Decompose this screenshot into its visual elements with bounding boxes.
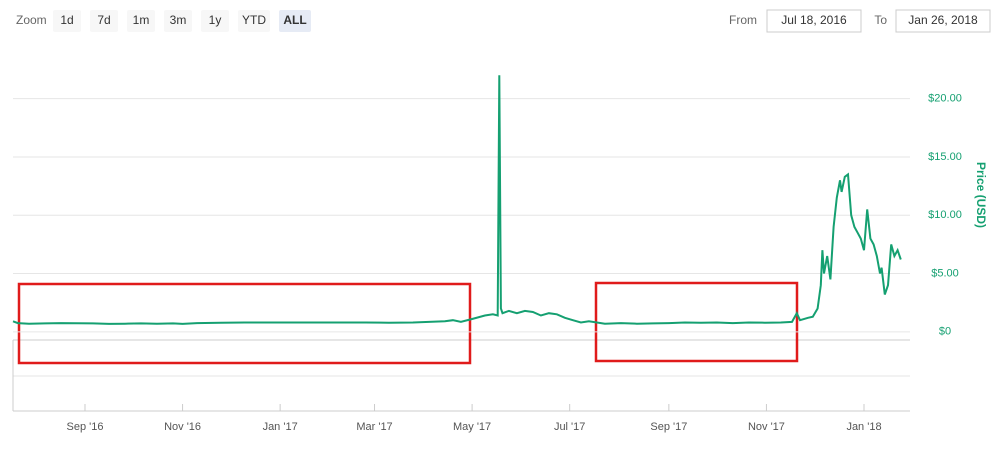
y-axis-title: Price (USD) (974, 162, 988, 228)
zoom-button[interactable] (164, 10, 192, 32)
from-label: From (729, 13, 757, 27)
zoom-button-label[interactable]: YTD (242, 13, 266, 27)
to-label: To (874, 13, 887, 27)
y-tick-label: $10.00 (928, 209, 962, 221)
zoom-button-label[interactable]: 1m (133, 13, 150, 27)
zoom-button[interactable] (279, 10, 311, 32)
x-tick-label: Jan '18 (846, 421, 881, 433)
zoom-button[interactable] (201, 10, 229, 32)
zoom-button-label[interactable]: 1d (60, 13, 73, 27)
x-tick-label: Mar '17 (356, 421, 392, 433)
x-tick-label: Sep '17 (650, 421, 687, 433)
from-input[interactable] (766, 9, 862, 33)
zoom-label: Zoom (16, 13, 47, 27)
x-tick-label: May '17 (453, 421, 491, 433)
from-date[interactable]: Jul 18, 2016 (781, 13, 847, 27)
zoom-button[interactable] (238, 10, 270, 32)
zoom-button-label[interactable]: 3m (170, 13, 187, 27)
x-tick-label: Jul '17 (554, 421, 585, 433)
to-input[interactable] (895, 9, 991, 33)
y-tick-label: $15.00 (928, 151, 962, 163)
y-tick-label: $20.00 (928, 93, 962, 105)
zoom-button[interactable] (90, 10, 118, 32)
y-tick-label: $5.00 (931, 267, 959, 279)
x-tick-label: Nov '16 (164, 421, 201, 433)
zoom-button-label[interactable]: 1y (209, 13, 222, 27)
price-line (12, 75, 902, 325)
x-tick-label: Jan '17 (263, 421, 298, 433)
x-tick-label: Sep '16 (66, 421, 103, 433)
zoom-button-label[interactable]: 7d (97, 13, 110, 27)
zoom-button-label[interactable]: ALL (283, 13, 306, 27)
y-tick-label: $0 (939, 326, 951, 338)
zoom-button[interactable] (53, 10, 81, 32)
zoom-button[interactable] (127, 10, 155, 32)
to-date[interactable]: Jan 26, 2018 (908, 13, 978, 27)
x-tick-label: Nov '17 (748, 421, 785, 433)
